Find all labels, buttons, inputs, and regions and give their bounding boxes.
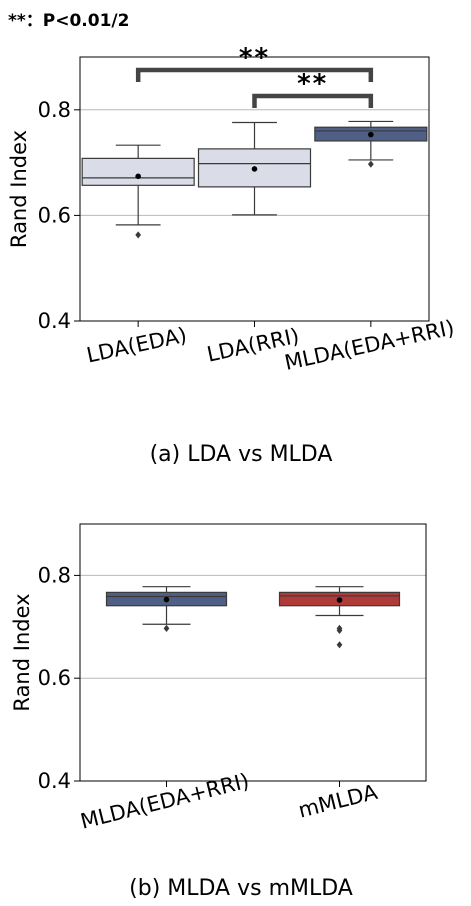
category-labels-a: LDA(EDA) LDA(RRI)MLDA(EDA+RRI) xyxy=(84,315,456,374)
panel-b: 0.40.60.8 MLDA(EDA+RRI) mMLDA Rand Index … xyxy=(10,523,427,901)
boxplot-0 xyxy=(105,586,228,632)
outlier-marker xyxy=(135,231,142,239)
outlier-marker xyxy=(163,624,170,632)
outlier-marker xyxy=(367,160,374,168)
plot-frame-a xyxy=(79,56,430,322)
box-iqr xyxy=(81,157,195,186)
y-ticks-a: 0.4 0.6 0.8 xyxy=(38,98,80,333)
category-labels-b: MLDA(EDA+RRI) mMLDA xyxy=(78,769,380,834)
y-tick-label: 0.4 xyxy=(38,309,71,333)
outlier-marker xyxy=(336,641,343,649)
y-tick-label: 0.6 xyxy=(38,666,71,690)
significance-bracket xyxy=(252,93,374,108)
y-ticks-b: 0.4 0.6 0.8 xyxy=(38,563,80,793)
y-axis-label-a: Rand Index xyxy=(7,130,31,248)
caption-a: (a) LDA vs MLDA xyxy=(150,442,333,467)
mean-dot xyxy=(368,131,374,138)
y-tick-label: 0.6 xyxy=(38,203,71,227)
y-axis-label-b: Rand Index xyxy=(10,593,34,711)
gridlines-b xyxy=(80,574,426,679)
category-label: MLDA(EDA+RRI) xyxy=(282,315,456,374)
category-label: mMLDA xyxy=(296,780,380,823)
y-tick-label: 0.8 xyxy=(38,563,71,587)
mean-dot xyxy=(135,173,141,180)
boxplot-1 xyxy=(197,121,312,216)
category-label: LDA(EDA) xyxy=(84,323,188,368)
mean-dot xyxy=(251,166,258,172)
boxplot-2 xyxy=(314,120,428,168)
significance-bracket xyxy=(135,67,374,82)
y-tick-label: 0.4 xyxy=(38,769,71,793)
significance-brackets: ** ** xyxy=(135,43,374,108)
boxplots-b xyxy=(105,586,401,649)
boxplot-0 xyxy=(81,144,195,239)
panel-a: 0.40.60.8 LDA(EDA) LDA(RRI)MLDA(EDA+RRI) … xyxy=(7,43,456,467)
significance-note: **：P<0.01/2 xyxy=(8,11,129,31)
significance-stars: ** xyxy=(239,43,270,73)
boxplot-1 xyxy=(278,586,401,649)
outlier-marker xyxy=(336,624,343,632)
mean-dot xyxy=(163,596,170,603)
y-tick-label: 0.8 xyxy=(38,98,71,122)
plot-frame-b xyxy=(79,523,427,782)
boxplots-a xyxy=(81,120,428,239)
category-label: MLDA(EDA+RRI) xyxy=(78,769,251,834)
significance-stars: ** xyxy=(297,69,328,99)
mean-dot xyxy=(336,597,343,603)
caption-b: (b) MLDA vs mMLDA xyxy=(129,876,353,901)
